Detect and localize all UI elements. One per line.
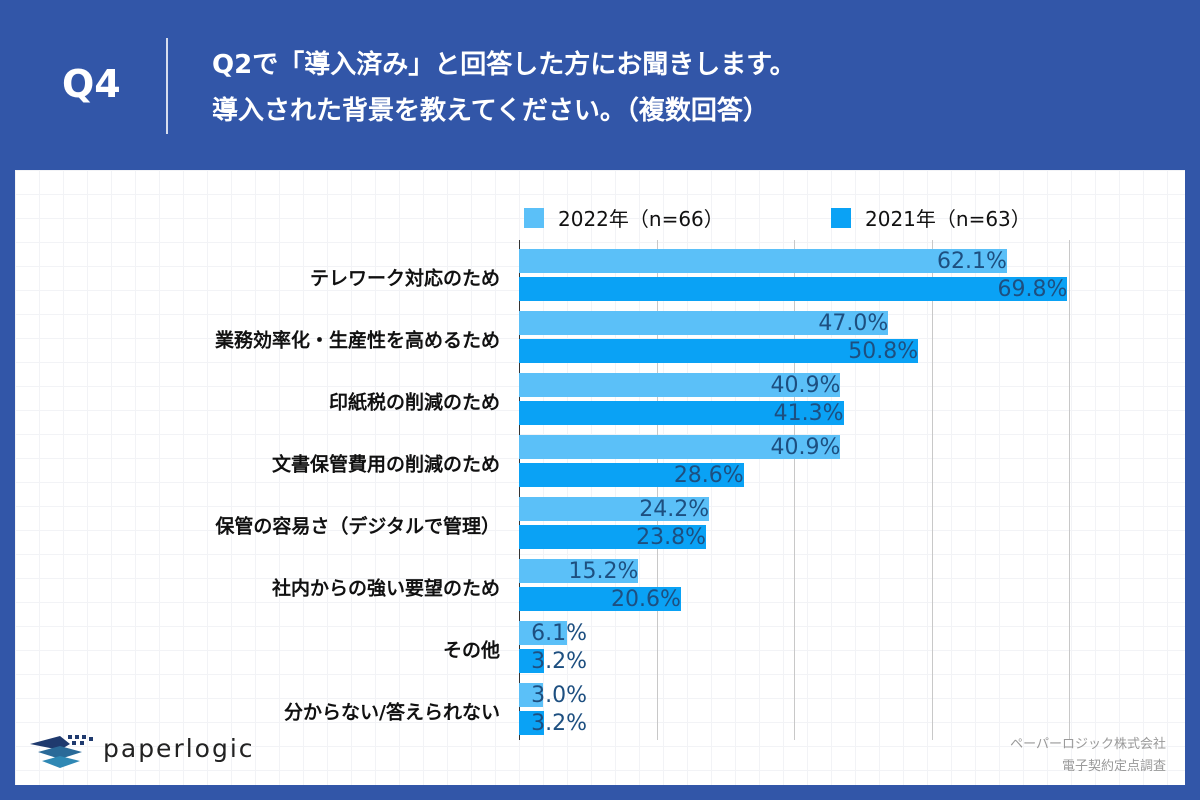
bar-2022 bbox=[519, 621, 567, 645]
legend-2021: 2021年（n=63） bbox=[831, 203, 1031, 232]
bar-2021 bbox=[519, 649, 545, 673]
value-label: 62.1% bbox=[937, 249, 1007, 274]
y-axis-line bbox=[519, 240, 520, 740]
logo-text: paperlogic bbox=[103, 734, 255, 763]
value-label: 3.2% bbox=[531, 649, 587, 674]
legend-swatch-2021 bbox=[831, 207, 851, 228]
category-label: 社内からの強い要望のため bbox=[271, 577, 500, 600]
bar-2021 bbox=[519, 401, 844, 425]
bar-2021 bbox=[519, 525, 706, 549]
bar-2022 bbox=[519, 683, 543, 707]
credit-survey: 電子契約定点調査 bbox=[1061, 759, 1166, 774]
category-label: その他 bbox=[442, 639, 500, 662]
bar-2022 bbox=[519, 559, 639, 583]
legend-swatch-2022 bbox=[524, 207, 544, 228]
value-label: 40.9% bbox=[770, 435, 841, 460]
value-label: 47.0% bbox=[818, 311, 889, 336]
bar-2021 bbox=[519, 711, 545, 735]
divider bbox=[166, 38, 168, 134]
paperlogic-logo-icon bbox=[30, 735, 93, 768]
value-label: 23.8% bbox=[636, 525, 706, 550]
bar-2022 bbox=[519, 373, 841, 397]
value-label: 20.6% bbox=[610, 587, 681, 612]
gridline bbox=[794, 240, 795, 740]
bar-2022 bbox=[519, 435, 841, 459]
bar-2022 bbox=[519, 249, 1007, 273]
gridline bbox=[1069, 240, 1070, 740]
bar-2021 bbox=[519, 339, 919, 363]
value-label: 41.3% bbox=[773, 401, 844, 426]
value-label: 28.6% bbox=[673, 463, 744, 488]
value-label: 24.2% bbox=[639, 497, 710, 522]
category-label: 保管の容易さ（デジタルで管理） bbox=[215, 515, 500, 538]
page-title: Q2で「導入済み」と回答した方にお聞きします。 導入された背景を教えてください。… bbox=[212, 42, 796, 134]
value-label: 3.0% bbox=[531, 683, 587, 708]
value-label: 3.2% bbox=[531, 711, 587, 736]
bar-2021 bbox=[519, 463, 744, 487]
value-label: 40.9% bbox=[770, 373, 841, 398]
value-label: 50.8% bbox=[848, 339, 919, 364]
legend-label-2021: 2021年（n=63） bbox=[865, 207, 1031, 231]
title-line-1: Q2で「導入済み」と回答した方にお聞きします。 bbox=[212, 50, 796, 80]
bar-2022 bbox=[519, 497, 710, 521]
category-label: 文書保管費用の削減のため bbox=[271, 453, 500, 476]
question-number: Q4 bbox=[62, 62, 121, 106]
gridline bbox=[656, 240, 658, 740]
title-line-2: 導入された背景を教えてください。（複数回答） bbox=[212, 96, 769, 126]
category-label: 分からない/答えられない bbox=[284, 701, 500, 724]
gridline bbox=[931, 240, 933, 740]
value-label: 15.2% bbox=[568, 559, 639, 584]
value-label: 69.8% bbox=[997, 277, 1068, 302]
category-label: 業務効率化・生産性を高めるため bbox=[214, 329, 500, 352]
category-label: 印紙税の削減のため bbox=[328, 391, 500, 414]
category-label: テレワーク対応のため bbox=[309, 267, 500, 290]
legend-label-2022: 2022年（n=66） bbox=[558, 207, 724, 231]
value-label: 6.1% bbox=[531, 621, 587, 646]
bar-2022 bbox=[519, 311, 889, 335]
legend-2022: 2022年（n=66） bbox=[524, 203, 724, 232]
bar-2021 bbox=[519, 587, 681, 611]
credit-company: ペーパーロジック株式会社 bbox=[1010, 737, 1166, 752]
bar-2021 bbox=[519, 277, 1068, 301]
